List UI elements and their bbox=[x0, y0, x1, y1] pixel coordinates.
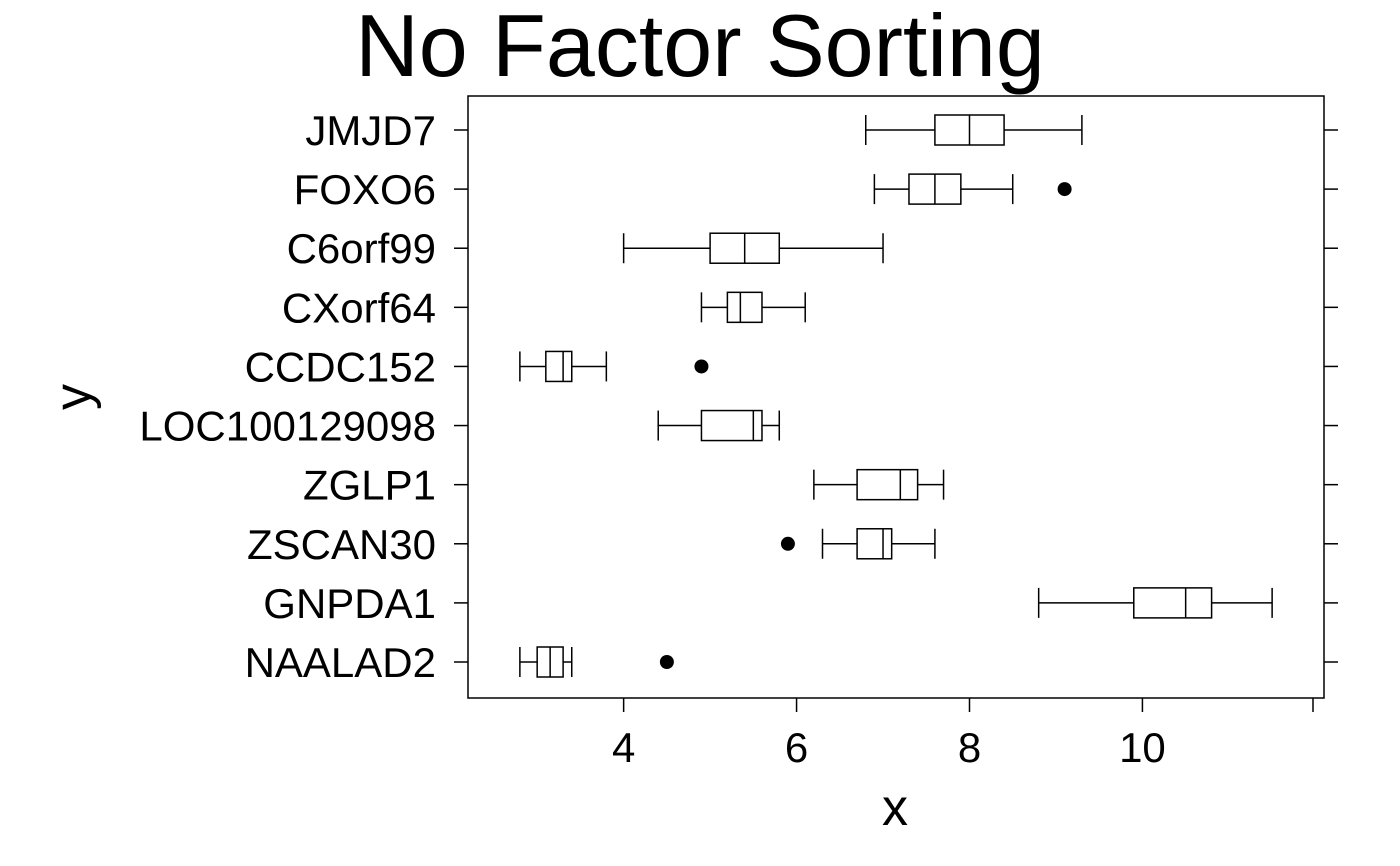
x-tick-label: 4 bbox=[612, 724, 635, 771]
x-tick-label: 8 bbox=[958, 724, 981, 771]
y-tick-label: JMJD7 bbox=[305, 107, 436, 154]
y-tick-label: NAALAD2 bbox=[245, 639, 436, 686]
y-axis: NAALAD2 GNPDA1 ZSCAN30 ZGLP1 LOC100129098 CCD… bbox=[139, 107, 1338, 686]
box-c6orf99 bbox=[622, 232, 884, 264]
y-tick-label: LOC100129098 bbox=[139, 403, 436, 450]
outlier-point bbox=[659, 655, 674, 669]
chart-title: No Factor Sorting bbox=[355, 0, 1045, 95]
box-foxo6 bbox=[873, 173, 1072, 205]
box-iqr bbox=[856, 468, 919, 501]
box-gnpda1 bbox=[1037, 587, 1273, 619]
box-iqr bbox=[700, 409, 763, 442]
y-tick-label: FOXO6 bbox=[294, 166, 436, 213]
box-iqr bbox=[856, 528, 893, 560]
y-tick-label: CXorf64 bbox=[282, 284, 436, 331]
y-axis-label: y bbox=[44, 384, 102, 410]
outlier-point bbox=[1057, 182, 1072, 197]
box-iqr bbox=[1133, 587, 1213, 619]
box-cxorf64 bbox=[700, 291, 806, 324]
box-iqr bbox=[545, 350, 573, 383]
box-iqr bbox=[726, 291, 763, 324]
y-tick-label: GNPDA1 bbox=[263, 580, 436, 627]
box-zglp1 bbox=[813, 468, 945, 501]
x-tick-label: 10 bbox=[1119, 724, 1166, 771]
box-zscan30 bbox=[780, 528, 936, 560]
x-tick-label: 6 bbox=[785, 724, 808, 771]
y-tick-label: ZGLP1 bbox=[303, 462, 436, 509]
plot-panel bbox=[467, 95, 1325, 699]
box-loc100129098 bbox=[657, 409, 781, 442]
y-tick-label: CCDC152 bbox=[245, 343, 436, 390]
x-axis: 4 6 8 10 bbox=[612, 698, 1314, 771]
outlier-point bbox=[780, 536, 795, 551]
y-tick-label: C6orf99 bbox=[287, 225, 436, 272]
y-tick-label: ZSCAN30 bbox=[247, 521, 436, 568]
x-axis-label: x bbox=[882, 779, 908, 837]
outlier-point bbox=[694, 359, 709, 374]
box-jmjd7 bbox=[864, 114, 1083, 146]
box-series bbox=[519, 114, 1273, 678]
box-naalad2 bbox=[519, 646, 674, 678]
box-ccdc152 bbox=[519, 350, 709, 383]
